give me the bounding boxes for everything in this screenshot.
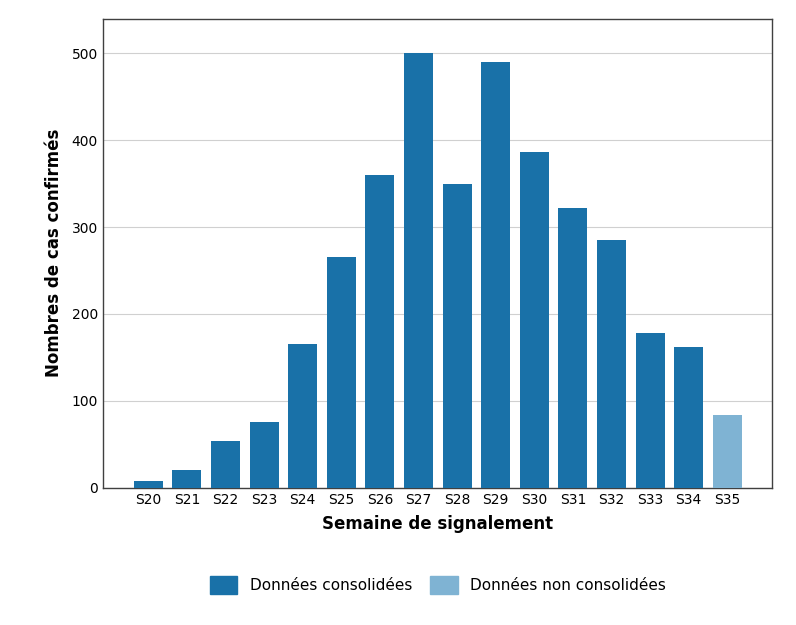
X-axis label: Semaine de signalement: Semaine de signalement bbox=[322, 516, 553, 533]
Bar bbox=[250, 421, 279, 488]
Y-axis label: Nombres de cas confirmés: Nombres de cas confirmés bbox=[45, 129, 63, 378]
Bar bbox=[211, 441, 240, 488]
Bar bbox=[482, 62, 510, 488]
Bar bbox=[365, 175, 394, 488]
Bar bbox=[134, 481, 163, 488]
Bar bbox=[327, 258, 356, 488]
Bar bbox=[674, 347, 703, 488]
Bar bbox=[520, 152, 548, 488]
Legend: Données consolidées, Données non consolidées: Données consolidées, Données non consoli… bbox=[202, 569, 673, 602]
Bar bbox=[597, 240, 626, 488]
Bar bbox=[559, 208, 587, 488]
Bar bbox=[404, 54, 433, 488]
Bar bbox=[635, 333, 665, 488]
Bar bbox=[288, 344, 317, 488]
Bar bbox=[173, 470, 201, 488]
Bar bbox=[443, 184, 471, 488]
Bar bbox=[712, 414, 742, 488]
